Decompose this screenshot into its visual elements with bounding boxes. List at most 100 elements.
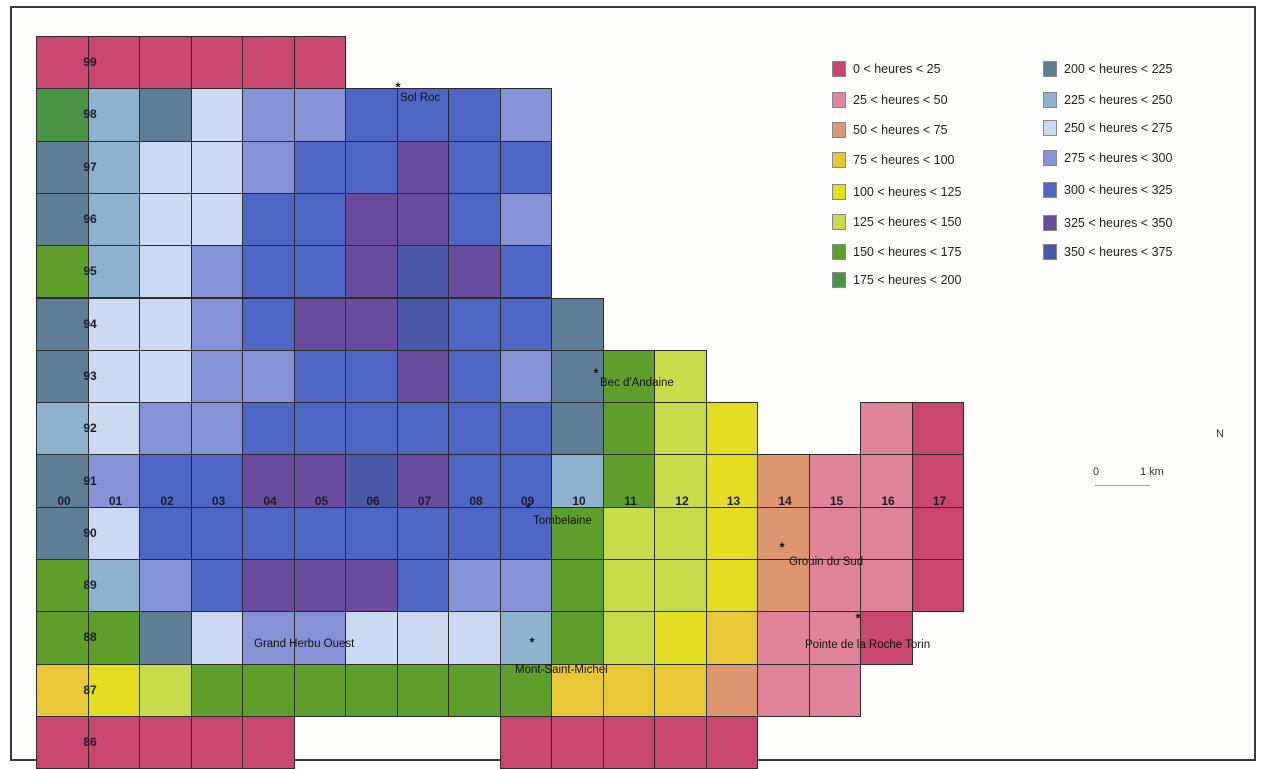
grid-cell: [36, 192, 89, 247]
grid-cell: [293, 245, 346, 299]
place-label-mont-saint-michel: Mont-Saint-Michel: [515, 664, 608, 676]
grid-cell: [860, 559, 913, 613]
place-label-grouin-du-sud: Grouin du Sud: [789, 556, 864, 568]
column-label: 02: [160, 494, 174, 509]
grid-cell: [293, 297, 346, 351]
grid-cell: [139, 88, 192, 142]
legend-swatch: [832, 92, 846, 108]
grid-cell: [242, 402, 295, 456]
grid-cell: [396, 245, 449, 299]
grid-cell: [499, 140, 552, 194]
grid-cell: [190, 88, 243, 142]
legend-swatch: [1043, 61, 1057, 77]
grid-cell: [242, 245, 295, 299]
row-label: 90: [83, 525, 97, 540]
grid-cell: [190, 36, 243, 90]
legend-label: 100 < heures < 125: [853, 185, 962, 199]
column-label: 13: [726, 494, 741, 509]
grid-cell: [654, 506, 707, 560]
grid-cell: [911, 402, 964, 456]
grid-cell: [345, 611, 398, 665]
grid-cell: [654, 663, 707, 717]
grid-cell: [448, 663, 501, 717]
grid-cell: [654, 349, 707, 404]
grid-cell: [345, 349, 398, 404]
grid-cell: [757, 506, 810, 560]
grid-cell: [808, 611, 861, 665]
grid-cell: [242, 663, 295, 717]
grid-cell: [654, 454, 707, 508]
grid-cell: [602, 559, 655, 613]
grid-cell: [293, 140, 346, 194]
grid-cell: [87, 140, 140, 194]
grid-cell: [911, 454, 964, 508]
grid-cell: [345, 297, 398, 351]
column-label: 17: [932, 494, 947, 509]
grid-cell: [705, 663, 758, 717]
legend-swatch: [1043, 215, 1057, 231]
grid-cell: [139, 402, 192, 456]
grid-cell: [139, 506, 192, 560]
grid-cell: [448, 192, 501, 247]
grid-cell: [345, 506, 398, 560]
row-label: 99: [83, 55, 97, 70]
grid-cell: [36, 88, 89, 142]
grid-cell: [139, 559, 192, 613]
grid-cell: [36, 559, 89, 613]
legend-label: 50 < heures < 75: [853, 123, 948, 137]
column-label: 00: [57, 494, 71, 509]
legend-label: 200 < heures < 225: [1064, 62, 1173, 76]
grid-cell: [654, 715, 707, 769]
place-label-pointe-de-la-roche-torin: Pointe de la Roche Torin: [805, 639, 931, 651]
grid-cell: [860, 506, 913, 560]
grid-cell: [190, 140, 243, 194]
row-label: 91: [83, 473, 97, 488]
grid-cell: [242, 192, 295, 247]
grid-cell: [293, 88, 346, 142]
grid-cell: [345, 192, 398, 247]
grid-cell: [36, 245, 89, 299]
column-label: 15: [829, 494, 844, 509]
grid-cell: [551, 611, 604, 665]
grid-cell: [345, 559, 398, 613]
grid-cell: [448, 88, 501, 142]
grid-cell: [345, 140, 398, 194]
grid-cell: [242, 506, 295, 560]
row-label: 92: [83, 421, 97, 436]
place-label-grand-herbu-ouest: Grand Herbu Ouest: [254, 638, 355, 650]
grid-cell: [242, 140, 295, 194]
legend-label: 300 < heures < 325: [1064, 183, 1173, 197]
legend-swatch: [832, 184, 846, 200]
grid-cell: [448, 402, 501, 456]
grid-cell: [551, 454, 604, 508]
grid-cell: [293, 402, 346, 456]
legend-swatch: [1043, 92, 1057, 108]
grid-cell: [36, 611, 89, 665]
grid-cell: [242, 559, 295, 613]
grid-cell: [499, 559, 552, 613]
grid-cell: [87, 611, 140, 665]
place-marker-star: *: [593, 365, 599, 381]
grid-cell: [499, 402, 552, 456]
grid-cell: [345, 402, 398, 456]
grid-cell: [448, 559, 501, 613]
legend-swatch: [832, 244, 846, 260]
grid-cell: [705, 559, 758, 613]
grid-cell: [602, 611, 655, 665]
grid-cell: [911, 559, 964, 613]
row-label: 88: [83, 630, 97, 645]
grid-cell: [190, 192, 243, 247]
legend-swatch: [832, 214, 846, 230]
legend-label: 225 < heures < 250: [1064, 93, 1173, 107]
row-label: 86: [83, 735, 97, 750]
grid-cell: [190, 611, 243, 665]
grid-cell: [808, 454, 861, 508]
grid-cell: [242, 349, 295, 404]
grid-cell: [293, 349, 346, 404]
legend-label: 250 < heures < 275: [1064, 121, 1173, 135]
grid-cell: [293, 506, 346, 560]
grid-cell: [499, 506, 552, 560]
grid-cell: [139, 192, 192, 247]
grid-cell: [139, 715, 192, 769]
column-label: 08: [469, 494, 483, 509]
